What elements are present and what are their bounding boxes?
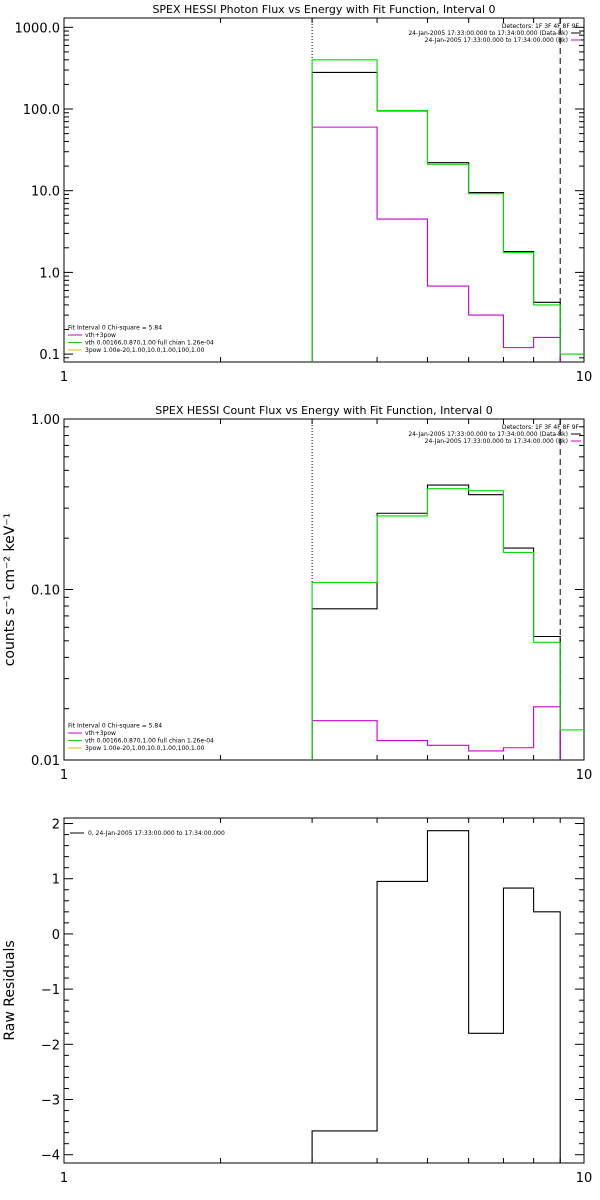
- legend-text: vth+3pow: [85, 730, 116, 737]
- x-tick-label: 10: [576, 768, 593, 783]
- legend-text: vth 0.00166,0.870,1.00 full chian 1.26e-…: [85, 340, 214, 347]
- legend-text: 0, 24-Jan-2005 17:33:00.000 to 17:34:00.…: [88, 830, 225, 837]
- plot-frame: [63, 17, 585, 363]
- series-3-steps: [311, 59, 584, 362]
- x-tick-label: 1: [60, 768, 68, 783]
- x-tick-label: 1: [60, 1171, 68, 1186]
- y-tick-label: 1.0: [39, 266, 60, 281]
- series-3-steps: [311, 488, 584, 760]
- y-tick-label: 1000.0: [15, 21, 61, 36]
- y-axis-label: Raw Residuals: [2, 940, 18, 1040]
- chart-panel-1: SPEX HESSI Photon Flux vs Energy with Fi…: [15, 3, 593, 385]
- x-tick-label: 1: [60, 370, 68, 385]
- chart-panel-3: −4 −3 −2 −1 0 1 2 1 10 Raw Residuals 0, 24-Jan-200…: [2, 817, 593, 1186]
- series-1-steps: [311, 484, 561, 760]
- legend-text: Detectors: 1F 3F 4F 8F 9F: [502, 424, 580, 431]
- y-axis-label: counts s⁻¹ cm⁻² keV⁻¹: [2, 513, 18, 667]
- series-1-steps: [311, 71, 561, 362]
- series-2-steps: [311, 706, 561, 760]
- legend-text: 24-Jan-2005 17:33:00.000 to 17:34:00.000…: [425, 37, 568, 44]
- chart-panel-2: SPEX HESSI Count Flux vs Energy with Fit…: [2, 404, 592, 783]
- legend-text: Fit Interval 0 Chi-square = 5.84: [68, 723, 162, 730]
- y-tick-label: 0: [52, 928, 60, 943]
- legend-text: 24-Jan-2005 17:33:00.000 to 17:34:00.000…: [408, 30, 568, 37]
- legend-text: vth+3pow: [85, 332, 116, 339]
- chart-title: SPEX HESSI Photon Flux vs Energy with Fi…: [152, 3, 495, 16]
- y-tick-label: 10.0: [31, 185, 60, 200]
- y-tick-label: −1: [41, 983, 60, 998]
- legend-text: Detectors: 1F 3F 4F 8F 9F: [502, 23, 580, 30]
- x-tick-label: 10: [576, 1171, 593, 1186]
- chart-title: SPEX HESSI Count Flux vs Energy with Fit…: [155, 404, 492, 417]
- y-tick-label: 1: [52, 873, 60, 888]
- y-tick-label: 100.0: [23, 103, 60, 118]
- y-tick-label: 0.1: [39, 348, 60, 363]
- y-tick-label: 1.00: [31, 413, 60, 428]
- series-2-steps: [311, 126, 561, 362]
- legend-text: 3pow 1.00e-20,1.00,10.0,1.00,100,1.00: [85, 347, 205, 354]
- y-tick-label: −3: [41, 1094, 60, 1109]
- series-1-steps: [311, 830, 561, 1163]
- legend-text: 24-Jan-2005 17:33:00.000 to 17:34:00.000…: [408, 431, 568, 438]
- legend-text: vth 0.00166,0.870,1.00 full chian 1.26e-…: [85, 738, 214, 745]
- legend-text: 3pow 1.00e-20,1.00,10.0,1.00,100,1.00: [85, 745, 205, 752]
- legend-text: 24-Jan-2005 17:33:00.000 to 17:34:00.000…: [425, 438, 568, 445]
- y-tick-label: −4: [41, 1149, 60, 1164]
- y-tick-label: 0.10: [31, 584, 60, 599]
- legend-text: Fit Interval 0 Chi-square = 5.84: [68, 325, 162, 332]
- y-tick-label: 2: [52, 818, 60, 833]
- plot-frame: [63, 418, 585, 761]
- y-tick-label: 0.01: [31, 754, 60, 769]
- x-tick-label: 10: [576, 370, 593, 385]
- plot-frame: [63, 817, 585, 1164]
- y-tick-label: −2: [41, 1038, 60, 1053]
